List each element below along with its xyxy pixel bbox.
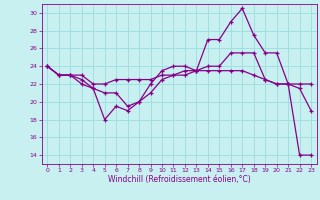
X-axis label: Windchill (Refroidissement éolien,°C): Windchill (Refroidissement éolien,°C) bbox=[108, 175, 251, 184]
